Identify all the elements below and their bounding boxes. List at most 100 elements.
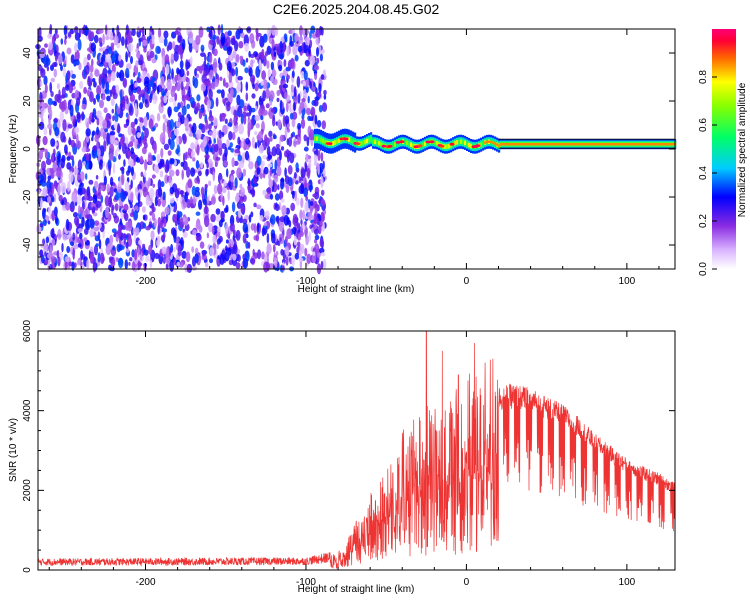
signal-peak bbox=[624, 143, 627, 146]
noise-blob bbox=[280, 181, 285, 190]
signal-peak bbox=[618, 143, 621, 146]
noise-blob bbox=[116, 106, 121, 115]
noise-blob bbox=[76, 111, 81, 123]
noise-blob bbox=[312, 251, 316, 256]
noise-blob bbox=[264, 210, 270, 220]
signal-core bbox=[406, 140, 409, 146]
noise-blob bbox=[181, 169, 184, 180]
noise-blob bbox=[152, 183, 156, 188]
noise-blob bbox=[225, 204, 229, 213]
noise-blob bbox=[227, 122, 233, 127]
signal-peak bbox=[612, 143, 615, 146]
noise-blob bbox=[229, 88, 234, 98]
snr-series-line bbox=[37, 330, 676, 570]
noise-blob bbox=[195, 35, 201, 46]
noise-blob bbox=[77, 205, 81, 215]
noise-blob bbox=[195, 222, 201, 230]
noise-blob bbox=[80, 249, 84, 261]
noise-blob bbox=[143, 170, 147, 178]
noise-blob bbox=[134, 248, 138, 261]
noise-blob bbox=[266, 186, 272, 195]
noise-blob bbox=[159, 132, 166, 144]
noise-blob bbox=[89, 252, 94, 264]
noise-blob bbox=[206, 232, 210, 239]
noise-blob bbox=[277, 119, 282, 129]
noise-blob bbox=[93, 244, 99, 256]
noise-blob bbox=[157, 198, 162, 207]
noise-blob bbox=[84, 65, 90, 75]
noise-blob bbox=[261, 48, 265, 60]
signal-peak bbox=[564, 143, 567, 146]
noise-blob bbox=[79, 206, 84, 214]
noise-blob bbox=[54, 181, 57, 190]
noise-blob bbox=[240, 141, 245, 148]
signal-peak bbox=[632, 143, 635, 146]
signal-peak bbox=[614, 143, 617, 146]
y-tick-label: 0 bbox=[22, 567, 33, 573]
noise-blob bbox=[320, 26, 324, 36]
signal-peak bbox=[536, 143, 539, 146]
noise-blob bbox=[118, 154, 121, 160]
noise-blob bbox=[250, 59, 254, 69]
signal-core bbox=[460, 139, 463, 144]
noise-blob bbox=[86, 259, 90, 270]
signal-peak bbox=[662, 143, 665, 146]
noise-blob bbox=[255, 31, 259, 42]
noise-blob bbox=[92, 263, 97, 273]
noise-blob bbox=[215, 97, 219, 107]
noise-blob bbox=[182, 133, 187, 145]
noise-blob bbox=[302, 209, 306, 221]
noise-blob bbox=[53, 118, 58, 124]
noise-blob bbox=[89, 91, 94, 103]
noise-blob bbox=[75, 168, 79, 175]
noise-blob bbox=[38, 121, 45, 130]
noise-blob bbox=[300, 182, 305, 192]
noise-blob bbox=[304, 221, 307, 226]
noise-blob bbox=[274, 107, 278, 113]
noise-blob bbox=[207, 123, 212, 131]
noise-blob bbox=[127, 125, 133, 136]
noise-blob bbox=[309, 30, 312, 39]
noise-blob bbox=[104, 195, 110, 207]
noise-blob bbox=[176, 121, 181, 128]
noise-blob bbox=[318, 83, 322, 94]
noise-blob bbox=[149, 80, 154, 88]
signal-core bbox=[314, 136, 317, 142]
noise-blob bbox=[169, 97, 174, 103]
noise-blob bbox=[151, 174, 156, 179]
signal-core bbox=[454, 140, 457, 146]
noise-blob bbox=[127, 158, 134, 166]
noise-blob bbox=[202, 198, 207, 206]
signal-peak bbox=[552, 143, 555, 146]
noise-blob bbox=[135, 227, 140, 236]
noise-blob bbox=[261, 251, 265, 260]
noise-blob bbox=[280, 146, 285, 151]
noise-blob bbox=[181, 250, 187, 259]
signal-core bbox=[448, 143, 451, 149]
noise-blob bbox=[268, 130, 273, 138]
signal-peak bbox=[616, 143, 619, 146]
noise-blob bbox=[256, 167, 261, 176]
noise-blob bbox=[76, 194, 82, 205]
noise-blob bbox=[87, 53, 91, 61]
noise-blob bbox=[38, 149, 44, 160]
colorbar: 0.0 0.2 0.4 0.6 0.8 Normalized spectral ampl… bbox=[698, 29, 748, 276]
noise-blob bbox=[106, 74, 112, 84]
noise-blob bbox=[130, 166, 134, 177]
signal-peak bbox=[548, 143, 551, 146]
noise-blob bbox=[282, 69, 288, 77]
noise-blob bbox=[301, 98, 306, 103]
noise-blob bbox=[125, 119, 130, 127]
noise-blob bbox=[303, 134, 308, 142]
noise-blob bbox=[227, 189, 230, 201]
noise-blob bbox=[250, 107, 256, 113]
signal-peak bbox=[498, 144, 501, 147]
noise-blob bbox=[95, 200, 102, 208]
noise-blob bbox=[77, 236, 80, 244]
signal-core bbox=[410, 142, 413, 148]
noise-blob bbox=[278, 54, 284, 59]
noise-blob bbox=[231, 201, 236, 213]
noise-blob bbox=[160, 76, 165, 86]
noise-blob bbox=[309, 129, 315, 141]
noise-blob bbox=[224, 146, 228, 158]
